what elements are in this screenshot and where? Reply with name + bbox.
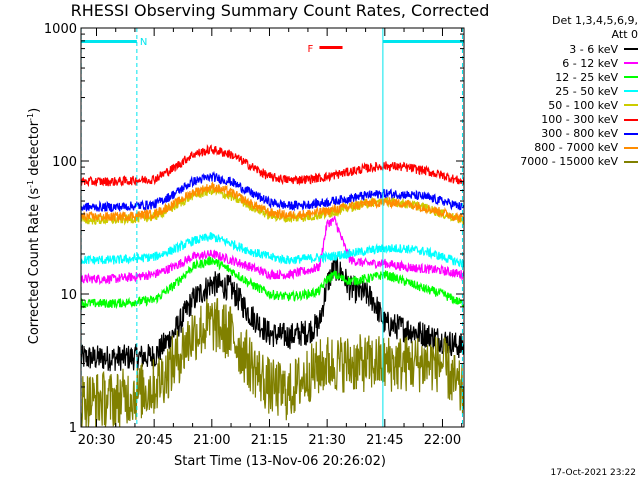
legend-swatch bbox=[624, 104, 638, 107]
y-tick-label: 1000 bbox=[44, 22, 77, 37]
legend: Det 1,3,4,5,6,9, Att 0 3 - 6 keV 6 - 12 k… bbox=[480, 14, 638, 169]
legend-label: 25 - 50 keV bbox=[555, 84, 618, 98]
series-line-1 bbox=[80, 214, 465, 286]
x-tick-label: 20:30 bbox=[78, 433, 115, 448]
series-line-8 bbox=[80, 297, 465, 428]
x-tick-label: 20:45 bbox=[135, 433, 172, 448]
legend-label: 3 - 6 keV bbox=[569, 42, 618, 56]
night-bar bbox=[81, 40, 137, 43]
x-tick-label: 21:00 bbox=[193, 433, 230, 448]
legend-label: 300 - 800 keV bbox=[541, 127, 618, 141]
legend-rows: 3 - 6 keV 6 - 12 keV 12 - 25 keV 25 - 50 ke… bbox=[480, 42, 638, 169]
night-bar bbox=[382, 40, 464, 43]
legend-label: 50 - 100 keV bbox=[548, 98, 618, 112]
legend-item: 6 - 12 keV bbox=[480, 56, 638, 70]
legend-swatch bbox=[624, 48, 638, 51]
legend-header-attenuator: Att 0 bbox=[611, 28, 638, 41]
legend-swatch bbox=[624, 118, 638, 121]
x-tick-label: 22:00 bbox=[424, 433, 461, 448]
series-line-0 bbox=[80, 255, 465, 372]
legend-swatch bbox=[624, 160, 638, 163]
y-tick-label: 1 bbox=[69, 421, 77, 436]
legend-item: 800 - 7000 keV bbox=[480, 141, 638, 155]
series-line-2 bbox=[80, 256, 465, 311]
legend-label: 7000 - 15000 keV bbox=[520, 155, 618, 169]
legend-item: 50 - 100 keV bbox=[480, 98, 638, 112]
legend-label: 100 - 300 keV bbox=[541, 113, 618, 127]
legend-item: 12 - 25 keV bbox=[480, 70, 638, 84]
legend-swatch bbox=[624, 90, 638, 93]
series-line-3 bbox=[80, 232, 465, 268]
y-axis-label: Corrected Count Rate (s-1 detector-1) bbox=[25, 107, 43, 345]
y-tick-label: 100 bbox=[52, 155, 77, 170]
legend-swatch bbox=[624, 76, 638, 79]
timestamp: 17-Oct-2021 23:22 bbox=[550, 468, 636, 478]
flare-label: F bbox=[307, 44, 313, 55]
y-tick-label: 10 bbox=[60, 288, 77, 303]
legend-item: 7000 - 15000 keV bbox=[480, 155, 638, 169]
legend-item: 100 - 300 keV bbox=[480, 112, 638, 126]
series-line-5 bbox=[80, 144, 465, 188]
x-tick-label: 21:15 bbox=[251, 433, 288, 448]
x-tick-label: 21:45 bbox=[366, 433, 403, 448]
legend-swatch bbox=[624, 62, 638, 65]
legend-swatch bbox=[624, 132, 638, 135]
axis-layer: 20:30 20:45 21:00 21:15 21:30 21:45 22:00 1 10 10… bbox=[44, 22, 464, 448]
legend-label: 6 - 12 keV bbox=[562, 56, 618, 70]
legend-item: 25 - 50 keV bbox=[480, 84, 638, 98]
x-axis-label: Start Time (13-Nov-06 20:26:02) bbox=[174, 454, 386, 469]
legend-label: 800 - 7000 keV bbox=[534, 141, 618, 155]
legend-item: 3 - 6 keV bbox=[480, 42, 638, 56]
night-label: N bbox=[140, 37, 147, 48]
x-tick-label: 21:30 bbox=[308, 433, 345, 448]
legend-item: 300 - 800 keV bbox=[480, 127, 638, 141]
plot-frame bbox=[80, 27, 465, 428]
series-line-7 bbox=[80, 181, 465, 223]
legend-swatch bbox=[624, 146, 638, 149]
chart-title: RHESSI Observing Summary Count Rates, Co… bbox=[70, 1, 490, 20]
series-layer bbox=[80, 144, 465, 428]
flare-bar bbox=[319, 46, 343, 49]
legend-label: 12 - 25 keV bbox=[555, 70, 618, 84]
legend-header-detectors: Det 1,3,4,5,6,9, bbox=[551, 14, 638, 27]
